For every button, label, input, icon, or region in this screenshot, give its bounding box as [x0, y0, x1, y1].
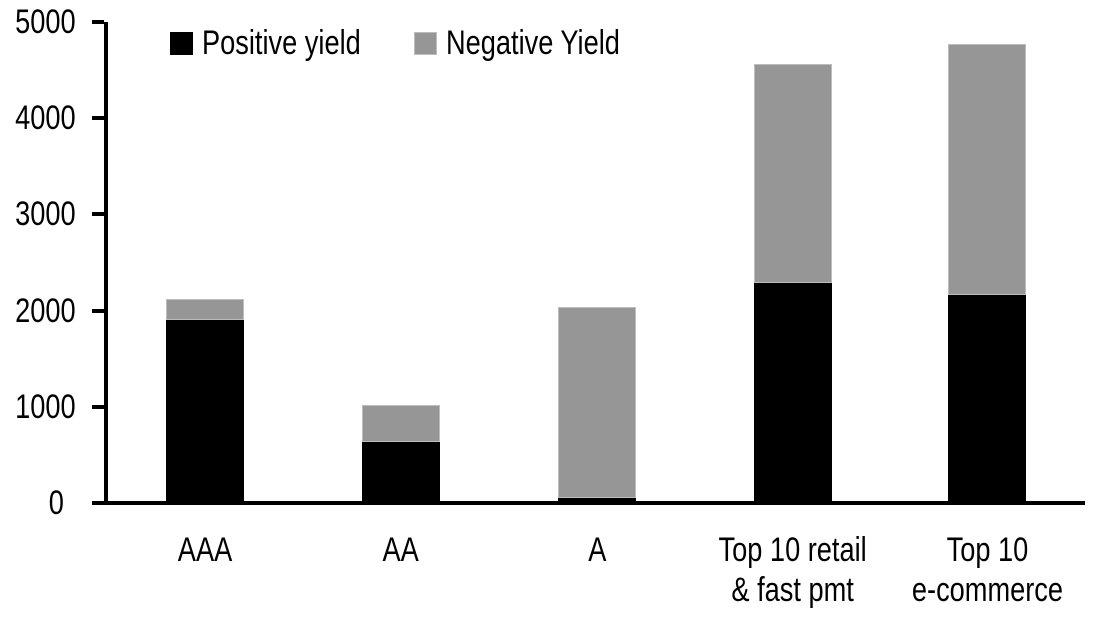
y-axis-tick-label: 4000: [0, 99, 76, 137]
y-axis-tick-value: 5000: [15, 3, 76, 41]
x-axis-label: Top 10 e-commerce: [857, 530, 1102, 610]
bar-segment-negative-yield: [558, 306, 636, 499]
y-axis-line: [104, 22, 108, 503]
x-axis-label-text: Top 10 e-commerce: [911, 531, 1063, 609]
legend-item: Negative Yield: [414, 26, 663, 60]
y-axis-tick: [92, 404, 104, 409]
bar-segment-positive-yield: [166, 320, 244, 503]
x-axis-label: AA: [271, 530, 531, 570]
legend: Positive yield Negative Yield: [170, 26, 664, 60]
legend-label-text: Positive yield: [202, 24, 361, 62]
y-axis-tick: [92, 116, 104, 121]
y-axis-tick-value: 3000: [15, 195, 76, 234]
y-axis-tick-label: 3000: [0, 195, 76, 233]
legend-label: Negative Yield: [446, 26, 663, 60]
x-axis-label-text: A: [587, 531, 607, 569]
x-axis-label-text: AAA: [177, 531, 233, 569]
bar-segment-negative-yield: [362, 404, 440, 443]
legend-item: Positive yield: [170, 26, 400, 60]
y-axis-tick: [92, 212, 104, 217]
y-axis-tick: [92, 20, 104, 24]
bar-segment-negative-yield: [166, 299, 244, 321]
y-axis-tick-value: 0: [48, 484, 64, 522]
legend-label: Positive yield: [202, 26, 400, 60]
y-axis-tick-label: 0: [0, 484, 64, 522]
y-axis-tick-value: 2000: [15, 291, 76, 330]
bar-segment-positive-yield: [948, 295, 1026, 503]
x-axis-line: [92, 501, 1085, 505]
bar-segment-positive-yield: [362, 442, 440, 503]
x-axis-label-text: Top 10 retail & fast pmt: [718, 531, 868, 609]
legend-label-text: Negative Yield: [446, 24, 621, 62]
x-axis-label: Top 10 retail & fast pmt: [663, 530, 923, 610]
x-axis-label-text: AA: [382, 531, 420, 569]
y-axis-tick: [92, 308, 104, 313]
x-axis-label: AAA: [75, 530, 335, 570]
y-axis-tick-label: 5000: [0, 3, 76, 41]
y-axis-tick-value: 4000: [15, 99, 76, 138]
y-axis-tick-label: 1000: [0, 388, 76, 426]
y-axis-tick-label: 2000: [0, 292, 76, 330]
bar-segment-negative-yield: [754, 64, 832, 283]
legend-swatch-positive-yield: [170, 31, 193, 55]
x-axis-label: A: [467, 530, 727, 570]
bar-segment-positive-yield: [558, 498, 636, 503]
legend-swatch-negative-yield: [414, 31, 438, 55]
bar-segment-negative-yield: [948, 44, 1026, 296]
bar-segment-positive-yield: [754, 282, 832, 503]
y-axis-tick-value: 1000: [15, 387, 76, 426]
